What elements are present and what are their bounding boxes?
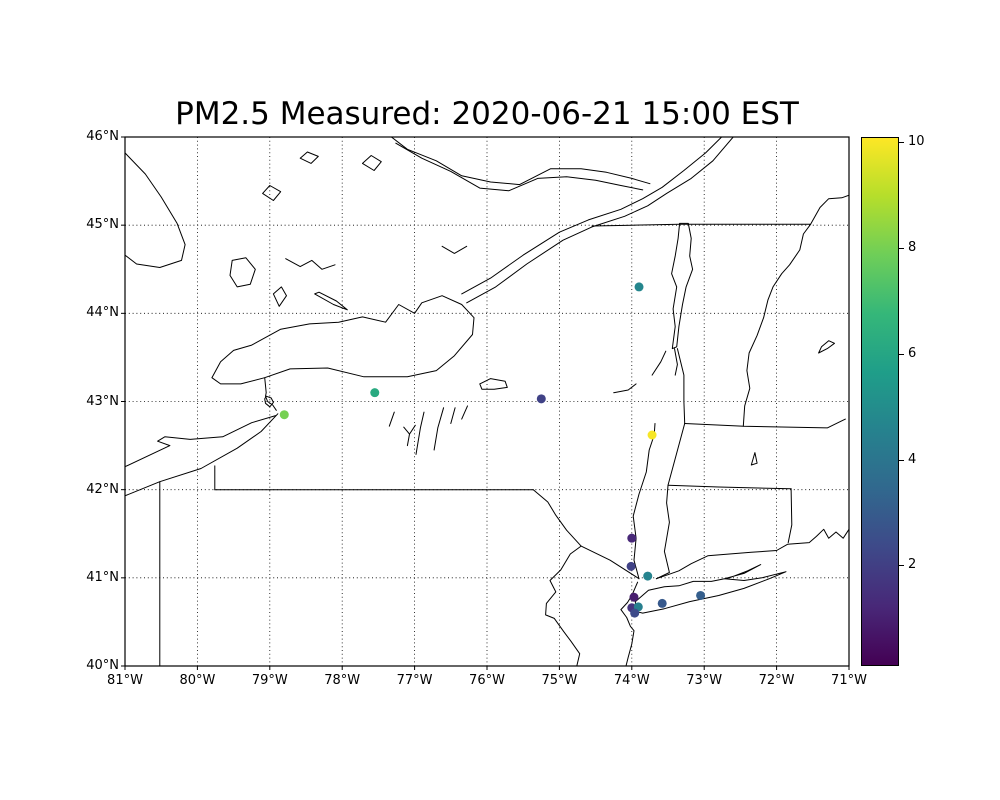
y-tick-label: 46°N [86,129,119,144]
map-outline-finger_seneca [415,411,425,455]
map-outline-long_island [634,564,787,614]
data-point [643,571,653,581]
map-outline-ottawa_river_north [390,137,651,186]
data-point [657,598,667,608]
map-outline-lake_champlain [671,222,694,350]
x-tick-label: 77°W [396,673,433,688]
x-tick-label: 72°W [758,673,795,688]
map-outline-finger_owasco [450,407,456,424]
y-tick-label: 44°N [86,305,119,321]
map-outline-rice_lake [314,291,348,311]
data-point [630,608,640,618]
map-outlines [125,137,849,666]
data-point [647,430,657,440]
colorbar-tick [899,565,904,567]
data-point [696,590,706,600]
x-tick-label: 79°W [251,673,288,688]
map-outline-great_sacandaga [613,383,637,394]
map-outline-kawartha_lakes [285,258,336,270]
map-outline-finger_canandaigua [388,411,395,427]
map-outline-hudson_river [632,423,656,580]
map-outline-niagara_river [264,377,277,411]
map-outline-ri_ct_border [787,488,793,544]
map-outline-quabbin [750,452,758,466]
map-outline-rideau_lakes [441,245,468,254]
axis-ticks [121,136,850,670]
data-point [627,533,637,543]
map-outline-erie_south_shore [125,413,279,497]
map-outline-ny_harbor_nj_coast [620,581,639,666]
colorbar-tick-label: 6 [908,345,917,361]
y-tick-label: 42°N [86,481,119,497]
data-point [279,410,289,420]
map-outline-grand_island [264,395,274,408]
map-outline-ct_ri_coast [655,528,849,580]
y-tick-label: 40°N [86,658,119,673]
map-outline-canada_border_west [591,223,681,227]
map-outline-finger_keuka [406,424,416,447]
x-tick-label: 73°W [686,673,723,688]
map-outline-oneida_lake [479,378,508,390]
map-outline-ct_ma_border [667,484,792,490]
x-tick-label: 78°W [324,673,361,688]
gridlines [124,136,850,667]
x-tick-label: 76°W [469,673,505,688]
map-outline-ottawa_river_south [395,142,644,192]
map-outline-erie_north_shore [125,415,277,468]
data-point [629,592,639,602]
colorbar-tick-label: 4 [908,451,917,467]
data-point [536,394,546,404]
colorbar [861,137,899,666]
map-outline-lake_george [651,350,667,376]
map-outline-winnipesaukee [818,340,835,354]
colorbar-tick [899,459,904,461]
map-outline-finger_cayuga [433,407,445,451]
map-outline-ma_nh_vt_border [684,418,846,429]
x-tick-label: 75°W [541,673,578,688]
map-outline-champlain_tail [674,348,678,376]
colorbar-tick [899,248,904,250]
map-outline-finger_keuka_branch [403,426,410,435]
chart-title: PM2.5 Measured: 2020-06-21 15:00 EST [175,96,799,132]
y-tick-label: 41°N [86,569,119,585]
x-tick-label: 71°W [831,673,867,688]
data-point [634,282,644,292]
map-outline-ny_vt_border [676,348,686,424]
map-outline-st_lawrence_south [466,137,734,304]
data-points [279,282,706,618]
map-outline-vt_nh_border [742,223,812,427]
map-outline-quebec_lake_1 [299,151,319,164]
data-point [370,388,380,398]
colorbar-tick-label: 10 [908,134,925,150]
plot-border [124,136,850,667]
map-outline-delaware_river [532,489,582,666]
data-point [626,561,636,571]
map-outline-quebec_lake_2 [362,155,382,171]
map-outline-nj_ny_border [580,545,640,580]
x-tick-label: 74°W [613,673,650,688]
map-outline-quebec_lake_3 [262,185,282,201]
map-outline-ny_ma_ct_border [655,423,686,580]
colorbar-tick [899,142,904,144]
map-outline-lake_simcoe [229,257,256,288]
y-tick-label: 45°N [86,217,119,233]
x-tick-label: 80°W [179,673,216,688]
x-tick-label: 81°W [107,673,143,688]
map-outline-lake_ontario [211,295,475,385]
colorbar-tick-label: 8 [908,240,917,256]
colorbar-tick-label: 2 [908,557,917,573]
map-outline-finger_skaneateles [461,405,468,420]
map-outline-lake_scugog [272,286,287,307]
y-tick-label: 43°N [86,393,119,409]
colorbar-tick [899,353,904,355]
map-outline-georgian_bay [125,152,186,268]
map-outline-canada_border_east [679,194,849,225]
map-outline-st_lawrence_north [461,137,723,295]
